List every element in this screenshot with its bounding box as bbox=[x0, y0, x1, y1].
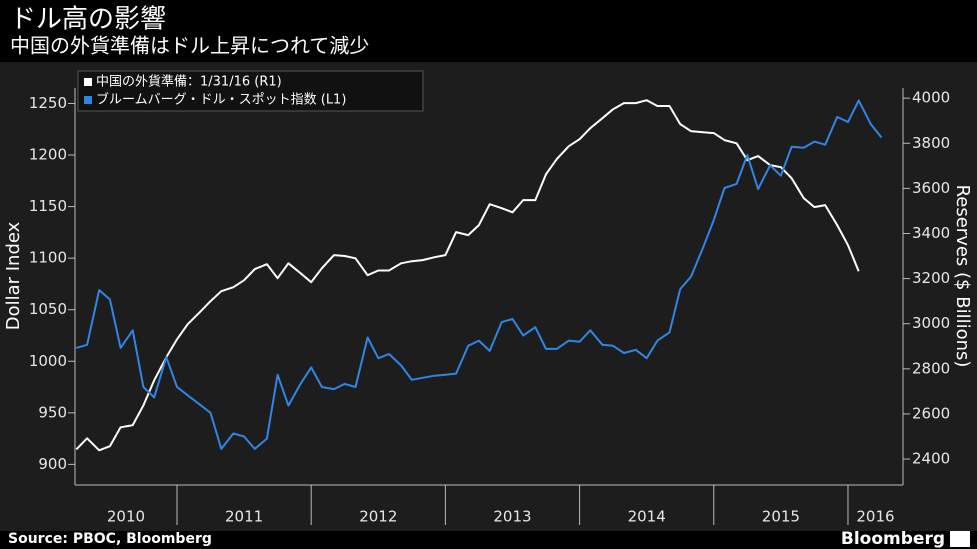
legend-swatch bbox=[84, 96, 92, 104]
legend-label: ブルームバーグ・ドル・スポット指数 (L1) bbox=[96, 92, 346, 108]
legend-box bbox=[77, 70, 424, 112]
x-tick-label: 2012 bbox=[359, 508, 397, 526]
chart-subtitle: 中国の外貨準備はドル上昇につれて減少 bbox=[10, 34, 369, 58]
y2-tick-label: 3400 bbox=[912, 224, 950, 242]
y2-tick-label: 2600 bbox=[912, 404, 950, 422]
y-tick-label: 1250 bbox=[29, 94, 67, 112]
y2-tick-label: 3600 bbox=[912, 179, 950, 197]
x-tick-label: 2015 bbox=[762, 508, 800, 526]
chart-title: ドル高の影響 bbox=[10, 5, 166, 35]
y2-tick-label: 4000 bbox=[912, 89, 950, 107]
series-line bbox=[76, 99, 883, 450]
y2-axis-label: Reserves ($ Billions) bbox=[952, 185, 973, 368]
y2-tick-label: 2800 bbox=[912, 359, 950, 377]
brand-logo: Bloomberg bbox=[841, 529, 945, 549]
y2-tick-label: 3000 bbox=[912, 314, 950, 332]
legend-swatch bbox=[84, 78, 92, 86]
plot-background bbox=[0, 62, 977, 531]
y-tick-label: 1000 bbox=[29, 352, 67, 370]
y-axis-label: Dollar Index bbox=[3, 221, 24, 330]
y2-tick-label: 3800 bbox=[912, 134, 950, 152]
y-tick-label: 900 bbox=[38, 455, 67, 473]
legend: 中国の外貨準備：1/31/16 (R1) ブルームバーグ・ドル・スポット指数 (L… bbox=[77, 70, 424, 112]
y-tick-label: 1150 bbox=[29, 197, 67, 215]
x-tick-label: 2016 bbox=[856, 508, 894, 526]
legend-label: 中国の外貨準備：1/31/16 (R1) bbox=[96, 74, 282, 90]
x-tick-label: 2014 bbox=[628, 508, 666, 526]
y-tick-label: 950 bbox=[38, 403, 67, 421]
x-tick-label: 2011 bbox=[225, 508, 263, 526]
logo-icon bbox=[950, 531, 970, 547]
source-note: Source: PBOC, Bloomberg bbox=[8, 531, 212, 547]
series-line bbox=[75, 99, 860, 452]
y-tick-label: 1100 bbox=[29, 249, 67, 267]
y2-tick-label: 2400 bbox=[912, 450, 950, 468]
y2-tick-label: 3200 bbox=[912, 269, 950, 287]
y-tick-label: 1050 bbox=[29, 300, 67, 318]
y-tick-label: 1200 bbox=[29, 146, 67, 164]
x-tick-label: 2013 bbox=[493, 508, 531, 526]
x-tick-label: 2010 bbox=[107, 508, 145, 526]
